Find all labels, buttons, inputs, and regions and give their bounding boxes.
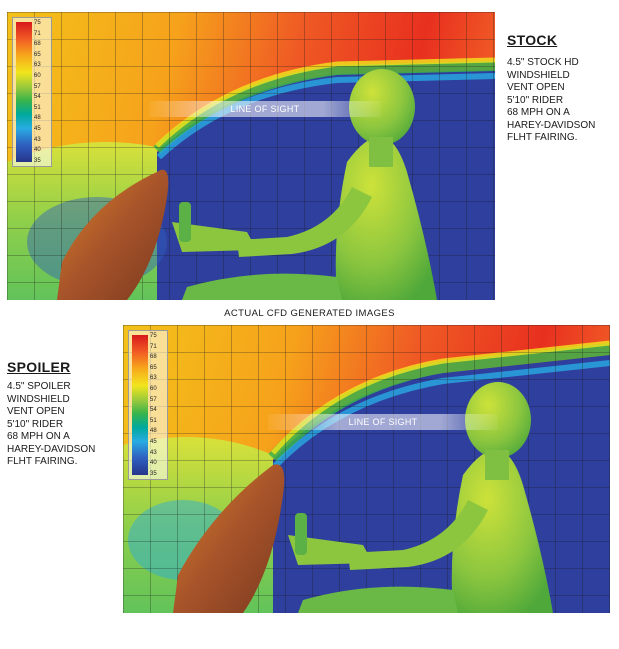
legend-ticks: 75 71 68 65 63 60 57 54 51 48 45 43 40 3…	[34, 20, 50, 164]
legend-tick: 51	[150, 417, 157, 424]
legend-tick: 71	[34, 30, 41, 37]
legend-tick: 40	[34, 147, 41, 154]
legend-tick: 75	[150, 333, 157, 339]
stock-description-line: WINDSHIELD	[507, 69, 570, 81]
temperature-legend: 75 71 68 65 63 60 57 54 51 48 45 43 40 3…	[128, 330, 168, 480]
stock-description-line: FLHT FAIRING.	[507, 132, 578, 143]
legend-tick: 75	[34, 20, 41, 26]
stock-description-line: VENT OPEN	[507, 82, 565, 93]
legend-tick: 60	[34, 73, 41, 80]
spoiler-description-line: HAREY-DAVIDSON	[7, 443, 96, 455]
legend-color-scale	[132, 335, 148, 475]
legend-tick: 54	[34, 94, 41, 101]
spoiler-cfd-image: 75 71 68 65 63 60 57 54 51 48 45 43 40 3…	[123, 325, 610, 613]
legend-tick: 35	[34, 157, 41, 164]
stock-description-line: 4.5" STOCK HD	[507, 57, 579, 68]
legend-tick: 65	[150, 364, 157, 371]
stock-description-line: HAREY-DAVIDSON	[507, 119, 596, 131]
spoiler-description-line: 4.5" SPOILER	[7, 381, 71, 392]
legend-tick: 60	[150, 386, 157, 393]
stock-description-line: 68 MPH ON A	[507, 107, 570, 118]
temperature-legend: 75 71 68 65 63 60 57 54 51 48 45 43 40 3…	[12, 17, 52, 167]
spoiler-description-line: 68 MPH ON A	[7, 431, 70, 442]
legend-tick: 57	[150, 396, 157, 403]
stock-title: STOCK	[507, 32, 558, 48]
legend-tick: 65	[34, 51, 41, 58]
legend-tick: 45	[150, 439, 157, 446]
line-of-sight-label: LINE OF SIGHT	[149, 101, 381, 117]
legend-tick: 68	[150, 354, 157, 361]
stock-description-line: 5'10" RIDER	[507, 94, 564, 106]
spoiler-description-line: FLHT FAIRING.	[7, 456, 78, 467]
legend-tick: 63	[34, 62, 41, 69]
legend-tick: 54	[150, 407, 157, 414]
legend-tick: 48	[150, 428, 157, 435]
legend-tick: 48	[34, 115, 41, 122]
spoiler-description-line: 5'10" RIDER	[7, 418, 64, 430]
legend-ticks: 75 71 68 65 63 60 57 54 51 48 45 43 40 3…	[150, 333, 166, 477]
spoiler-description: 4.5" SPOILER WINDSHIELD VENT OPEN 5'10" …	[7, 381, 127, 469]
legend-tick: 63	[150, 375, 157, 382]
legend-tick: 57	[34, 83, 41, 90]
legend-tick: 45	[34, 126, 41, 133]
stock-description: 4.5" STOCK HD WINDSHIELD VENT OPEN 5'10"…	[507, 57, 619, 145]
caption: ACTUAL CFD GENERATED IMAGES	[224, 308, 395, 319]
spoiler-description-line: WINDSHIELD	[7, 393, 70, 405]
stock-cfd-image: 75 71 68 65 63 60 57 54 51 48 45 43 40 3…	[7, 12, 495, 300]
legend-tick: 71	[150, 343, 157, 350]
spoiler-description-line: VENT OPEN	[7, 406, 65, 417]
legend-tick: 68	[34, 41, 41, 48]
legend-tick: 43	[34, 136, 41, 143]
legend-tick: 43	[150, 449, 157, 456]
line-of-sight-label: LINE OF SIGHT	[268, 414, 498, 430]
legend-tick: 51	[34, 104, 41, 111]
legend-color-scale	[16, 22, 32, 162]
spoiler-title: SPOILER	[7, 359, 71, 375]
legend-tick: 35	[150, 470, 157, 477]
legend-tick: 40	[150, 460, 157, 467]
